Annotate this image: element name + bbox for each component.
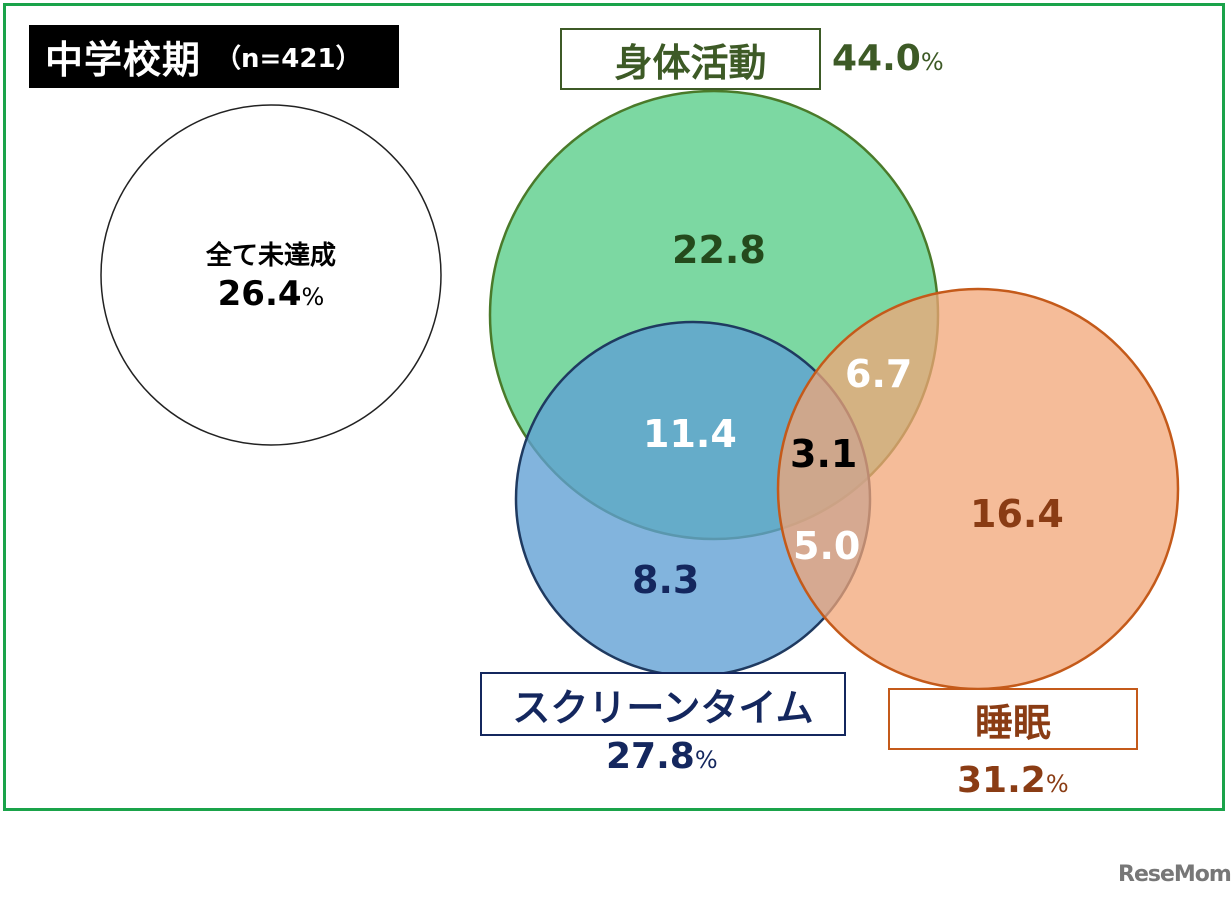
sample-size: （n=421） xyxy=(215,44,362,74)
region-pa-sl: 6.7 xyxy=(845,352,913,396)
chart-frame xyxy=(3,3,1225,811)
resemom-logo: ReseMom xyxy=(1118,862,1231,887)
screen-time-label: スクリーンタイム xyxy=(480,672,846,736)
region-st-only: 8.3 xyxy=(632,558,700,602)
region-pa-only: 22.8 xyxy=(672,228,766,272)
title-main: 中学校期 xyxy=(45,38,202,82)
none-achieved-label: 全て未達成 26.4% xyxy=(205,241,336,314)
region-sl-only: 16.4 xyxy=(970,492,1064,536)
chart-title: 中学校期 （n=421） xyxy=(29,25,399,88)
sleep-pct: 31.2% xyxy=(957,760,1069,801)
sleep-label: 睡眠 xyxy=(888,688,1138,750)
physical-activity-label: 身体活動 xyxy=(560,28,821,90)
screen-time-pct: 27.8% xyxy=(606,736,718,777)
region-pa-st: 11.4 xyxy=(643,412,737,456)
region-st-sl: 5.0 xyxy=(793,524,861,568)
physical-activity-pct: 44.0% xyxy=(832,38,944,79)
sleep-circle xyxy=(776,287,1180,691)
none-circle xyxy=(100,104,442,446)
region-all-three: 3.1 xyxy=(790,432,858,476)
